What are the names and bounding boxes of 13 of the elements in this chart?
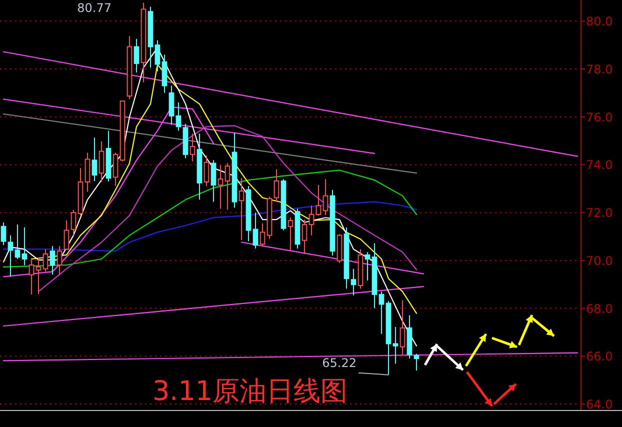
y-tick-label: 76.0	[586, 110, 613, 124]
y-tick-label: 78.0	[586, 62, 613, 77]
annotation: 80.77	[77, 1, 112, 15]
annotation: 65.22	[322, 356, 389, 376]
y-tick-label: 80.0	[586, 14, 613, 29]
annotation: 65.22	[322, 356, 356, 370]
y-tick-label: 74.0	[586, 158, 613, 172]
y-tick-label: 66.0	[586, 350, 613, 364]
y-tick-label: 64.0	[586, 398, 613, 412]
y-tick-label: 68.0	[586, 302, 613, 316]
y-tick-label: 72.0	[586, 206, 613, 220]
title: 3.11原油日线图	[152, 376, 348, 407]
y-tick-label: 70.0	[586, 254, 613, 268]
